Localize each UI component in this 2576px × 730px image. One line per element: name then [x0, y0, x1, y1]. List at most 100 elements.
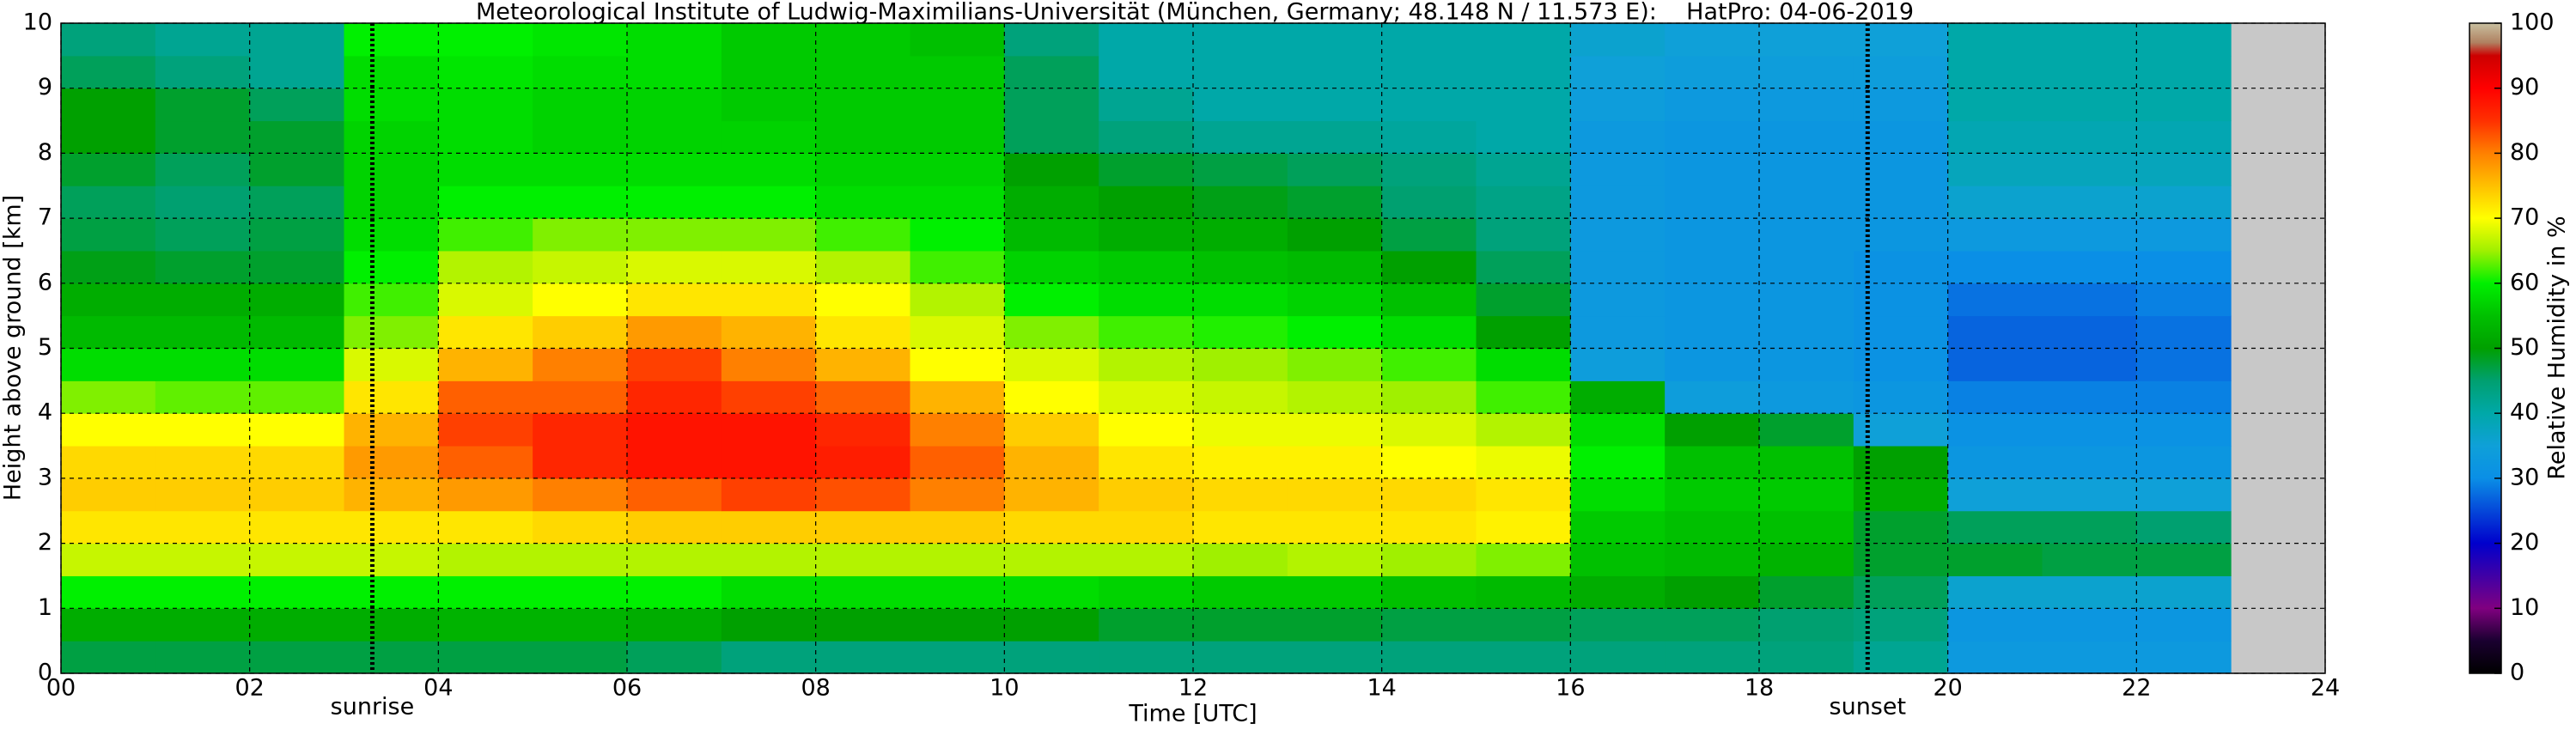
heatmap-cell — [627, 250, 722, 284]
y-tick-label: 7 — [38, 204, 52, 231]
heatmap-cell — [910, 315, 1005, 349]
heatmap-cell — [1193, 446, 1288, 479]
heatmap-cell — [2042, 186, 2137, 219]
heatmap-cell — [1193, 120, 1288, 154]
heatmap-cell — [1759, 250, 1854, 284]
heatmap-cell — [1287, 23, 1383, 57]
heatmap-cell — [1476, 641, 1571, 674]
colorbar-label: Relative Humidity in % — [2544, 216, 2571, 479]
heatmap-cell — [815, 575, 910, 609]
heatmap-cell — [249, 23, 344, 57]
heatmap-cell — [61, 120, 156, 154]
heatmap-cell — [627, 413, 722, 447]
heatmap-cell — [721, 315, 817, 349]
heatmap-cell — [1287, 478, 1383, 512]
heatmap-cell — [1947, 250, 2043, 284]
heatmap-cell — [438, 413, 533, 447]
heatmap-cell — [2136, 186, 2232, 219]
heatmap-cell — [1947, 608, 2043, 642]
heatmap-cell — [1759, 446, 1854, 479]
heatmap-cell — [910, 120, 1005, 154]
x-tick-label: 00 — [46, 675, 76, 702]
heatmap-cell — [1381, 218, 1477, 252]
heatmap-cell — [1381, 153, 1477, 186]
heatmap-cell — [1381, 413, 1477, 447]
heatmap-cell — [438, 120, 533, 154]
heatmap-cell — [61, 283, 156, 317]
heatmap-cell — [1476, 608, 1571, 642]
heatmap-cell — [249, 446, 344, 479]
heatmap-cell — [1193, 186, 1288, 219]
heatmap-cell — [2042, 88, 2137, 122]
heatmap-cell — [1570, 446, 1666, 479]
heatmap-cell — [533, 641, 628, 674]
heatmap-cell — [1381, 250, 1477, 284]
heatmap-cell — [533, 478, 628, 512]
heatmap-cell — [61, 575, 156, 609]
heatmap-cell — [344, 413, 439, 447]
heatmap-cell — [910, 380, 1005, 414]
heatmap-cell — [627, 120, 722, 154]
heatmap-cell — [910, 608, 1005, 642]
y-tick-label: 3 — [38, 464, 52, 490]
heatmap-cell — [438, 510, 533, 544]
heatmap-cell — [1665, 608, 1760, 642]
heatmap-cell — [1287, 153, 1383, 186]
heatmap-cell — [721, 88, 817, 122]
heatmap-cell — [1570, 250, 1666, 284]
heatmap-cell — [1381, 380, 1477, 414]
heatmap-cell — [438, 218, 533, 252]
heatmap-cell — [910, 283, 1005, 317]
heatmap-cell — [61, 413, 156, 447]
heatmap-cell — [627, 153, 722, 186]
heatmap-cell — [1665, 153, 1760, 186]
heatmap-cell — [1947, 446, 2043, 479]
heatmap-cell — [627, 315, 722, 349]
heatmap-cell — [1570, 510, 1666, 544]
heatmap-cell — [1193, 575, 1288, 609]
heatmap-cell — [1193, 543, 1288, 576]
heatmap-cell — [533, 250, 628, 284]
heatmap-cell — [1665, 218, 1760, 252]
heatmap-cell — [155, 218, 251, 252]
y-tick-label: 1 — [38, 594, 52, 621]
heatmap-cell — [249, 153, 344, 186]
heatmap-cell — [2042, 510, 2137, 544]
heatmap-cell — [1665, 641, 1760, 674]
heatmap-cell — [155, 23, 251, 57]
heatmap-cell — [2136, 446, 2232, 479]
heatmap-cell — [2136, 608, 2232, 642]
heatmap-cell — [2136, 55, 2232, 89]
heatmap-cell — [1759, 413, 1854, 447]
heatmap-cell — [1947, 55, 2043, 89]
heatmap-cell — [2042, 153, 2137, 186]
heatmap-cell — [1193, 283, 1288, 317]
colorbar-tick-label: 30 — [2510, 464, 2539, 490]
heatmap-cell — [1193, 250, 1288, 284]
heatmap-cell — [815, 641, 910, 674]
heatmap-cell — [1193, 55, 1288, 89]
heatmap-cell — [1476, 153, 1571, 186]
heatmap-cell — [1853, 186, 1949, 219]
heatmap-cell — [1004, 283, 1099, 317]
y-tick-label: 9 — [38, 74, 52, 100]
heatmap-cell — [2136, 153, 2232, 186]
heatmap-cell — [1381, 543, 1477, 576]
heatmap-cell — [344, 88, 439, 122]
y-tick-label: 4 — [38, 399, 52, 426]
heatmap-cell — [2136, 23, 2232, 57]
heatmap-cell — [1004, 120, 1099, 154]
heatmap-cell — [1759, 283, 1854, 317]
heatmap-cell — [344, 608, 439, 642]
heatmap-cell — [1476, 120, 1571, 154]
heatmap-cell — [1665, 575, 1760, 609]
heatmap-cell — [1099, 88, 1194, 122]
heatmap-cell — [2136, 575, 2232, 609]
heatmap-cell — [910, 413, 1005, 447]
y-axis-label: Height above ground [km] — [0, 195, 27, 501]
heatmap-cell — [2136, 283, 2232, 317]
heatmap-cell — [438, 23, 533, 57]
heatmap-cell — [1665, 543, 1760, 576]
heatmap-cell — [1381, 88, 1477, 122]
heatmap-cell — [1381, 283, 1477, 317]
